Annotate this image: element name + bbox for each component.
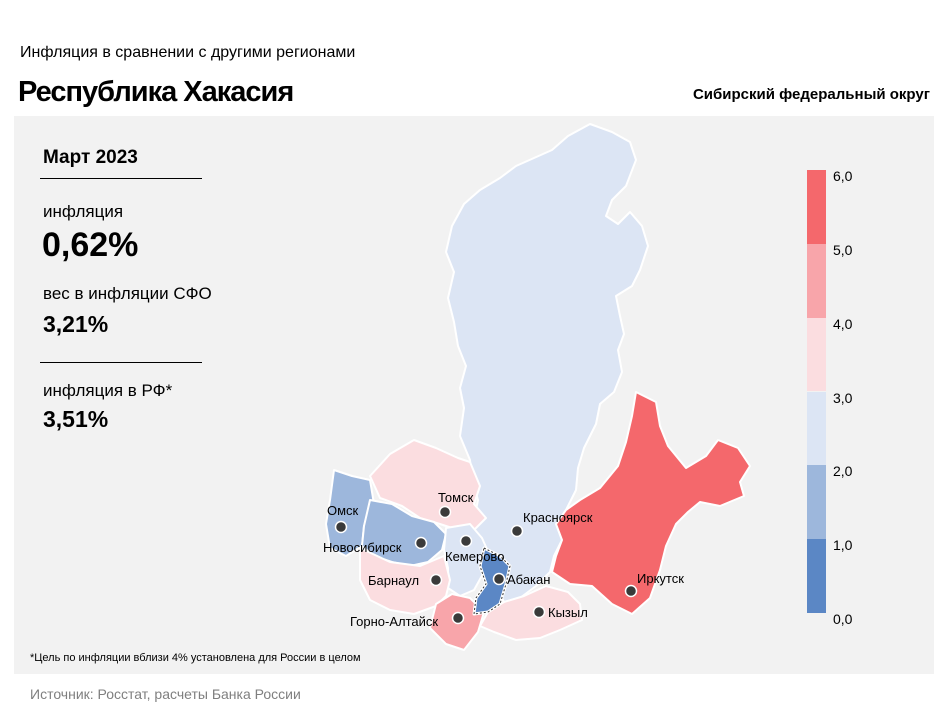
scale-segment — [807, 170, 826, 244]
city-marker-kemerovo — [459, 534, 473, 548]
scale-segment — [807, 465, 826, 540]
source-note: Источник: Росстат, расчеты Банка России — [30, 686, 301, 702]
rf-inflation-value: 3,51% — [43, 406, 109, 432]
scale-tick-label: 3,0 — [833, 389, 853, 406]
footnote: *Цель по инфляции вблизи 4% установлена … — [30, 652, 361, 664]
city-label-krasnoyarsk: Красноярск — [523, 510, 593, 525]
city-label-tomsk: Томск — [438, 490, 474, 505]
scale-tick-label: 4,0 — [833, 315, 853, 332]
region-tuva — [479, 585, 583, 641]
city-marker-barnaul — [429, 573, 443, 587]
scale-tick-label: 0,0 — [833, 611, 853, 627]
region-irkutsk-oblast — [551, 391, 751, 615]
region-tomsk-oblast — [369, 439, 487, 531]
weight-value: 3,21% — [43, 311, 109, 337]
city-label-abakan: Абакан — [507, 572, 550, 587]
city-marker-gorno-altaysk — [451, 611, 465, 625]
city-marker-abakan — [492, 572, 506, 586]
city-label-barnaul: Барнаул — [368, 573, 419, 588]
scale-tick-label: 1,0 — [833, 537, 853, 554]
city-label-gorno-altaysk: Горно-Алтайск — [350, 614, 438, 629]
scale-tick-label: 6,0 — [833, 168, 853, 184]
city-marker-irkutsk — [624, 584, 638, 598]
scale-segment — [807, 317, 826, 392]
inflation-value: 0,62% — [42, 226, 139, 264]
city-marker-omsk — [334, 520, 348, 534]
region-kemerovo-oblast — [443, 523, 491, 597]
city-marker-krasnoyarsk — [510, 524, 524, 538]
city-label-irkutsk: Иркутск — [637, 571, 684, 586]
divider-bottom — [40, 362, 202, 363]
rf-inflation-label: инфляция в РФ* — [43, 381, 173, 400]
district-label: Сибирский федеральный округ — [692, 86, 930, 103]
inflation-label: инфляция — [43, 202, 124, 221]
city-label-omsk: Омск — [327, 503, 359, 518]
city-label-kyzyl: Кызыл — [548, 605, 588, 620]
page-subtitle: Инфляция в сравнении с другими регионами — [20, 44, 356, 61]
city-label-kemerovo: Кемерово — [445, 549, 504, 564]
page-title: Республика Хакасия — [18, 76, 294, 108]
city-marker-kyzyl — [532, 605, 546, 619]
scale-tick-label: 5,0 — [833, 241, 853, 258]
period-label: Март 2023 — [43, 147, 138, 168]
region-krasnoyarsk-krai — [445, 123, 649, 603]
city-marker-tomsk — [438, 505, 452, 519]
khakassia-outline — [473, 547, 511, 615]
city-marker-novosibirsk — [414, 536, 428, 550]
weight-label: вес в инфляции СФО — [43, 284, 212, 303]
divider-top — [40, 178, 202, 179]
scale-segment — [807, 539, 826, 613]
scale-segment — [807, 391, 826, 466]
scale-segment — [807, 243, 826, 318]
city-label-novosibirsk: Новосибирск — [323, 540, 402, 555]
scale-tick-label: 2,0 — [833, 463, 853, 480]
